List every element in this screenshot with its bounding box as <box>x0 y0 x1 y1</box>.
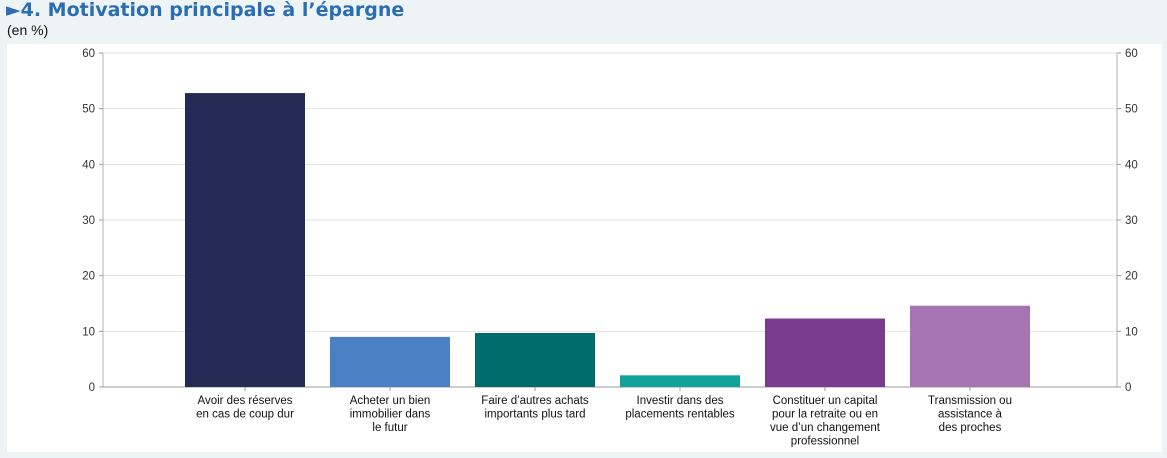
y-tick-label-right: 60 <box>1125 48 1138 60</box>
y-tick-label-left: 40 <box>82 159 95 171</box>
bar <box>910 305 1030 387</box>
x-category-label: Transmission ou assistance à des proches <box>928 395 1012 434</box>
y-tick-label-left: 30 <box>82 215 95 227</box>
bar <box>475 333 595 387</box>
chart-panel: 0 0 10 10 20 20 30 30 40 40 50 50 60 60 Avoir des rése… <box>7 44 1162 452</box>
y-tick-label-right: 50 <box>1125 104 1138 116</box>
y-tick-label-right: 40 <box>1125 159 1138 171</box>
chart-title: ►4. Motivation principale à l’épargne <box>6 0 405 21</box>
y-tick-label-right: 20 <box>1125 271 1138 283</box>
y-tick-label-left: 0 <box>89 382 95 394</box>
y-tick-label-left: 10 <box>82 326 95 338</box>
y-tick-label-right: 0 <box>1125 382 1131 394</box>
bar-chart: 0 0 10 10 20 20 30 30 40 40 50 50 60 60 Avoir des rése… <box>82 48 1138 448</box>
x-category-label: Investir dans des placements rentables <box>625 395 735 421</box>
bar <box>620 375 740 387</box>
bar <box>185 93 305 387</box>
y-tick-label-left: 60 <box>82 48 95 60</box>
bar <box>765 318 885 387</box>
y-tick-label-right: 30 <box>1125 215 1138 227</box>
x-category-label: Acheter un bien immobilier dans le futur <box>350 395 431 434</box>
x-category-label: Constituer un capital pour la retraite ou… <box>770 395 881 448</box>
chart-subtitle: (en %) <box>7 22 49 38</box>
y-tick-label-left: 20 <box>82 271 95 283</box>
y-tick-label-left: 50 <box>82 104 95 116</box>
bar <box>330 336 450 387</box>
y-tick-label-right: 10 <box>1125 326 1138 338</box>
x-category-label: Faire d’autres achats importants plus tar… <box>481 395 589 421</box>
x-category-label: Avoir des réserves en cas de coup dur <box>196 395 294 421</box>
